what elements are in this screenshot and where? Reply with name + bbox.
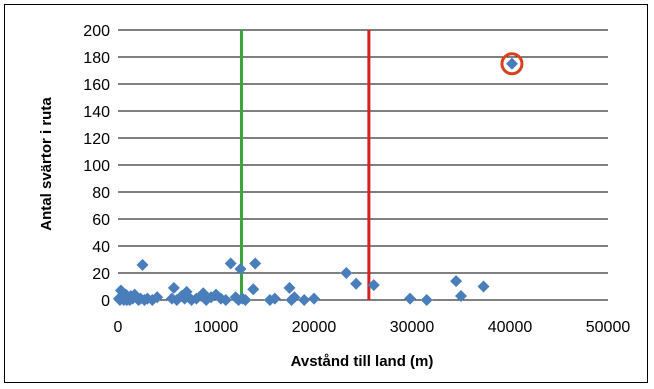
- data-point: [224, 257, 237, 270]
- y-tick-label: 180: [83, 50, 110, 67]
- gridlines: [118, 29, 608, 301]
- data-point: [450, 275, 463, 288]
- data-point: [298, 294, 311, 306]
- data-point: [283, 281, 296, 294]
- data-point: [247, 283, 260, 296]
- data-point: [404, 292, 417, 305]
- x-tick-label: 40000: [488, 319, 533, 336]
- y-tick-label: 160: [83, 77, 110, 94]
- data-point: [505, 57, 518, 70]
- data-point: [151, 291, 164, 304]
- x-tick-label: 20000: [292, 319, 337, 336]
- data-point: [268, 292, 281, 305]
- x-tick-label: 50000: [586, 319, 631, 336]
- data-point: [340, 267, 353, 279]
- y-tick-label: 200: [83, 23, 110, 40]
- data-point: [367, 279, 380, 292]
- data-point: [420, 294, 433, 306]
- y-tick-labels: 0 20 40 60 80 100 120 140 160 180 200: [83, 23, 110, 310]
- x-tick-label: 30000: [390, 319, 435, 336]
- data-point: [219, 294, 232, 306]
- data-points: [112, 52, 524, 306]
- data-point: [239, 294, 252, 306]
- data-point: [288, 291, 301, 304]
- y-tick-label: 120: [83, 131, 110, 148]
- x-tick-label: 0: [114, 319, 123, 336]
- y-tick-label: 140: [83, 104, 110, 121]
- x-tick-label: 10000: [194, 319, 239, 336]
- y-tick-label: 60: [92, 212, 110, 229]
- data-point: [308, 292, 320, 305]
- y-tick-label: 80: [92, 185, 110, 202]
- x-axis-title: Avstånd till land (m): [291, 353, 434, 370]
- data-point: [234, 262, 247, 275]
- y-tick-label: 100: [83, 158, 110, 175]
- y-tick-label: 20: [92, 266, 110, 283]
- data-point: [136, 258, 149, 271]
- data-point: [350, 277, 363, 290]
- data-point: [477, 280, 490, 293]
- reference-lines: [239, 30, 371, 300]
- y-tick-label: 0: [101, 293, 110, 310]
- chart-frame: [4, 4, 648, 383]
- data-point: [249, 257, 262, 270]
- data-point: [455, 289, 467, 302]
- outlier-highlight-circle: [500, 52, 524, 76]
- x-tick-labels: 0 10000 20000 30000 40000 50000: [114, 319, 631, 336]
- data-point: [167, 281, 180, 294]
- y-axis-title: Antal svärtor i ruta: [38, 97, 55, 231]
- y-tick-label: 40: [92, 239, 110, 256]
